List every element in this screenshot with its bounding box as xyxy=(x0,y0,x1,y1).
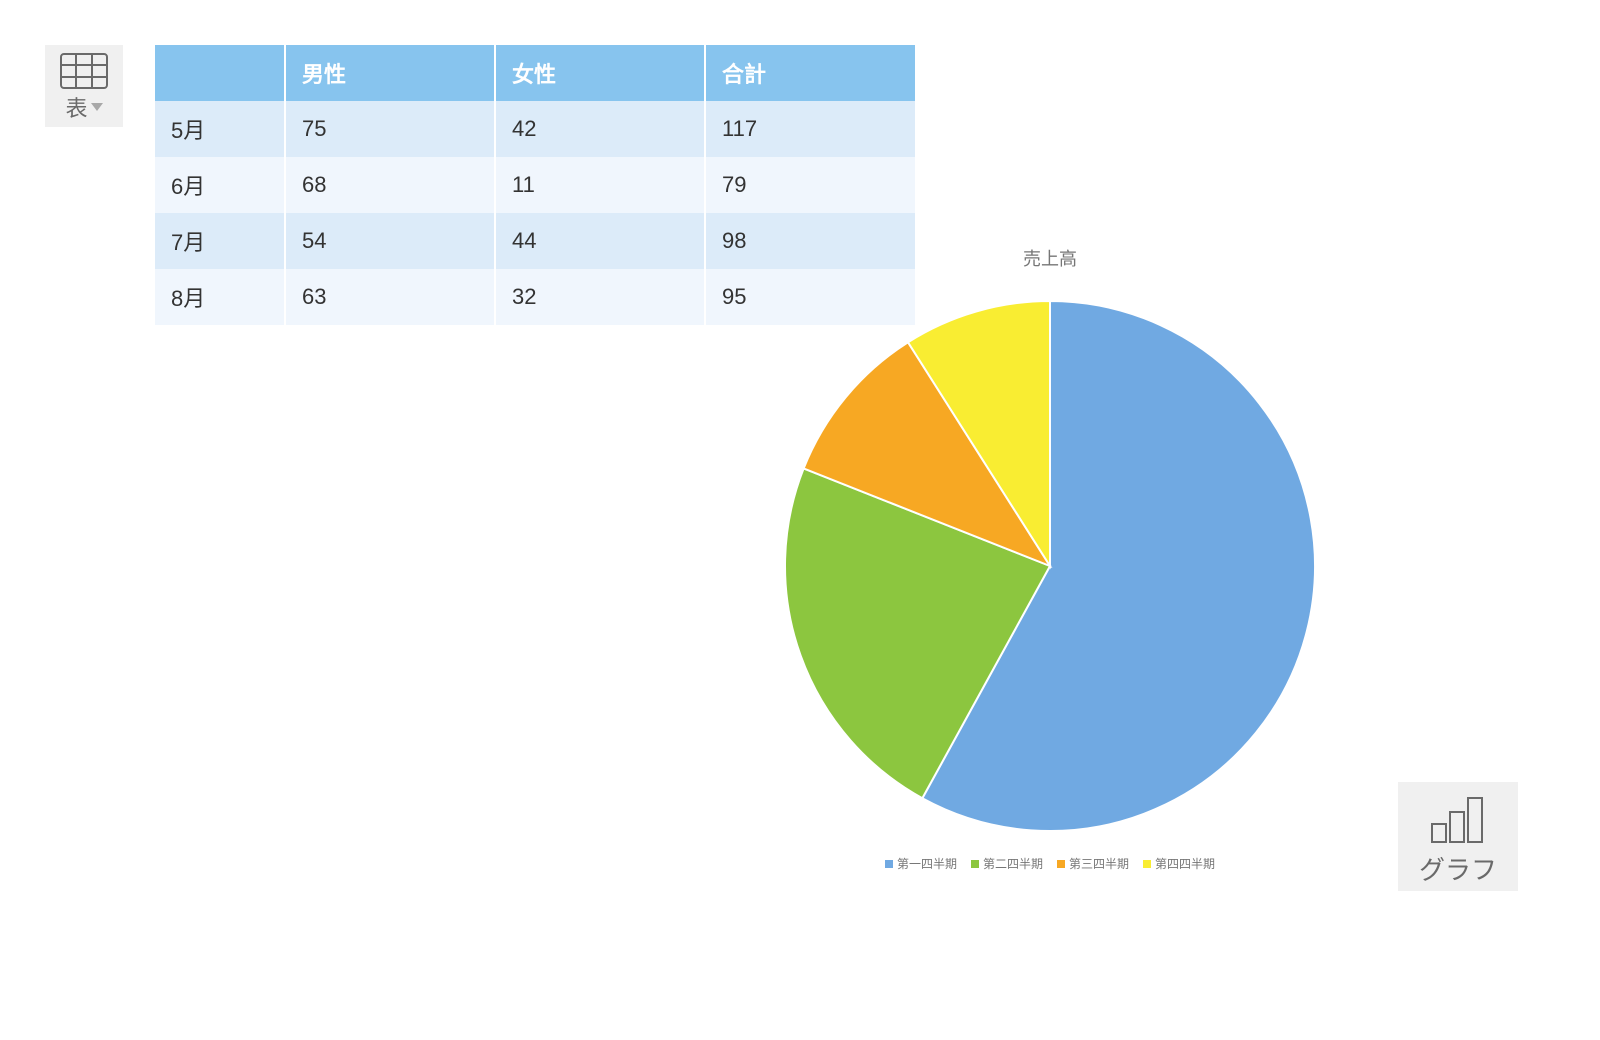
table-cell: 79 xyxy=(705,157,915,213)
table-cell: 54 xyxy=(285,213,495,269)
legend-swatch xyxy=(971,860,979,868)
table-cell: 32 xyxy=(495,269,705,325)
table-cell: 44 xyxy=(495,213,705,269)
table-cell: 63 xyxy=(285,269,495,325)
table-header-cell: 合計 xyxy=(705,45,915,101)
pie-chart-title: 売上高 xyxy=(720,245,1380,271)
legend-label: 第四四半期 xyxy=(1155,855,1215,872)
table-header-cell xyxy=(155,45,285,101)
pie-chart-legend: 第一四半期 第二四半期 第三四半期 第四四半期 xyxy=(720,855,1380,872)
table-cell: 11 xyxy=(495,157,705,213)
legend-label: 第三四半期 xyxy=(1069,855,1129,872)
table-cell: 42 xyxy=(495,101,705,157)
legend-swatch xyxy=(1057,860,1065,868)
legend-item: 第一四半期 xyxy=(885,855,957,872)
table-header-cell: 男性 xyxy=(285,45,495,101)
table-tool-label: 表 xyxy=(65,91,87,123)
legend-label: 第二四半期 xyxy=(983,855,1043,872)
chevron-down-icon xyxy=(91,103,103,111)
table-cell: 75 xyxy=(285,101,495,157)
legend-item: 第四四半期 xyxy=(1143,855,1215,872)
table-header-row: 男性女性合計 xyxy=(155,45,915,101)
legend-item: 第三四半期 xyxy=(1057,855,1129,872)
table-cell: 7月 xyxy=(155,213,285,269)
table-cell: 5月 xyxy=(155,101,285,157)
legend-swatch xyxy=(1143,860,1151,868)
table-cell: 8月 xyxy=(155,269,285,325)
chart-tool-button[interactable]: グラフ xyxy=(1398,782,1518,891)
table-cell: 6月 xyxy=(155,157,285,213)
legend-item: 第二四半期 xyxy=(971,855,1043,872)
table-tool-button[interactable]: 表 xyxy=(45,45,123,127)
chart-tool-label: グラフ xyxy=(1419,850,1497,887)
legend-swatch xyxy=(885,860,893,868)
bar-chart-icon xyxy=(1426,794,1490,844)
legend-label: 第一四半期 xyxy=(897,855,957,872)
table-cell: 117 xyxy=(705,101,915,157)
pie-chart xyxy=(720,281,1380,841)
table-row: 6月681179 xyxy=(155,157,915,213)
pie-chart-container: 売上高 第一四半期 第二四半期 第三四半期 第四四半期 xyxy=(720,245,1380,872)
table-row: 5月7542117 xyxy=(155,101,915,157)
table-header-cell: 女性 xyxy=(495,45,705,101)
table-cell: 68 xyxy=(285,157,495,213)
table-icon xyxy=(60,53,108,89)
